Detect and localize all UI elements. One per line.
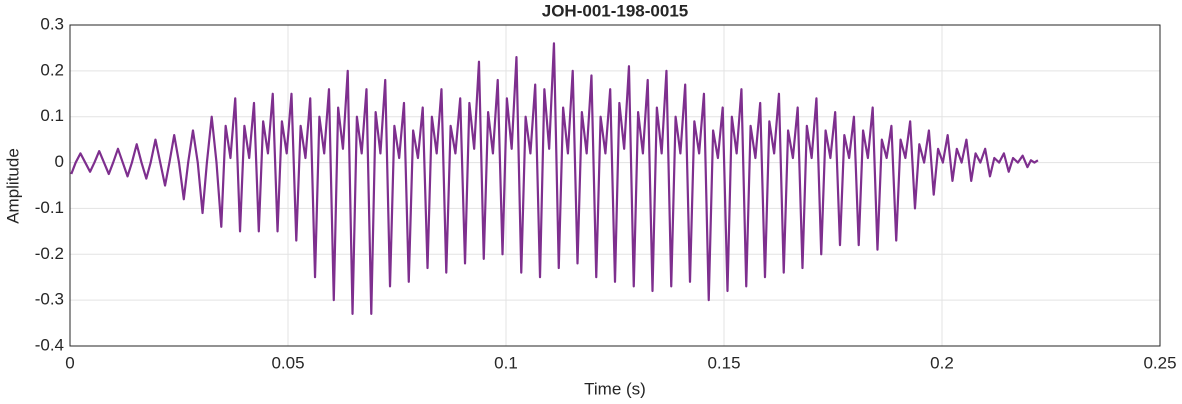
y-tick-label: -0.2 — [35, 244, 64, 263]
y-tick-label: -0.3 — [35, 290, 64, 309]
chart-title: JOH-001-198-0015 — [542, 1, 688, 20]
x-axis-label: Time (s) — [584, 379, 646, 398]
y-axis-label: Amplitude — [3, 148, 22, 224]
y-tick-label: 0 — [55, 152, 64, 171]
x-tick-label: 0 — [65, 353, 74, 372]
x-tick-label: 0.15 — [707, 353, 740, 372]
y-tick-label: 0.2 — [40, 60, 64, 79]
y-tick-label: -0.1 — [35, 198, 64, 217]
waveform-line — [70, 42, 1039, 315]
y-tick-label: -0.4 — [35, 335, 64, 354]
plot-frame — [69, 24, 1161, 347]
y-tick-label: 0.1 — [40, 106, 64, 125]
x-tick-label: 0.2 — [930, 353, 954, 372]
y-tick-label: 0.3 — [40, 14, 64, 33]
x-tick-label: 0.1 — [494, 353, 518, 372]
x-tick-label: 0.25 — [1143, 353, 1176, 372]
x-tick-label: 0.05 — [271, 353, 304, 372]
